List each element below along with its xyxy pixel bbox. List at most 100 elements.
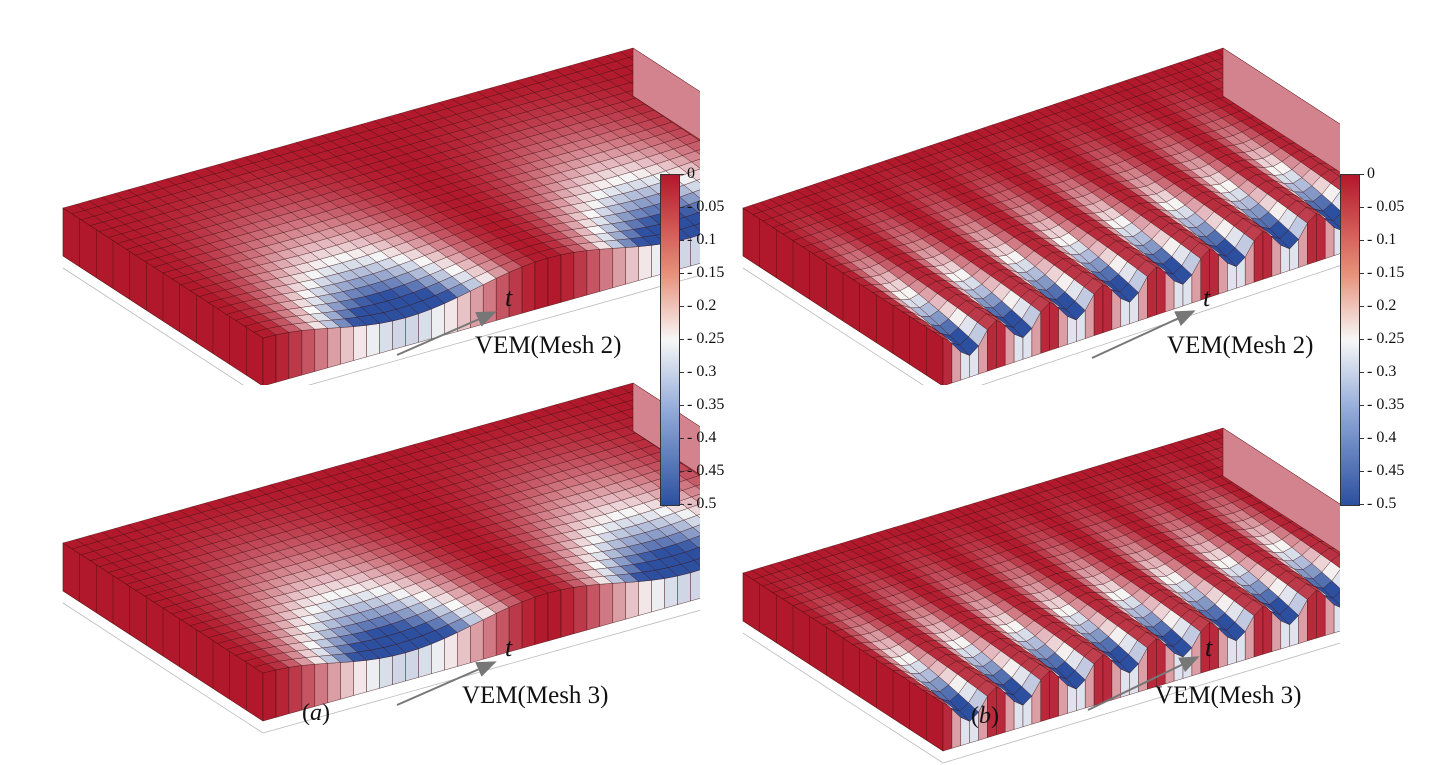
surface-plot-b-top: t VEM(Mesh 2): [700, 0, 1340, 385]
axis-line: [62, 267, 244, 385]
time-arrow: [396, 661, 497, 706]
colorbar-tick-mark: [1359, 438, 1364, 439]
surface-cell: [681, 560, 700, 573]
colorbar-tick-mark: [679, 438, 684, 439]
subfigure-label-a: (a): [302, 700, 330, 726]
surface-plot-b-bottom: t VEM(Mesh 3): [700, 380, 1340, 765]
colorbar-tick-mark: [1359, 504, 1364, 505]
colorbar-tick-label: - 0.1: [687, 231, 717, 248]
colorbar-tick-label: - 0.25: [687, 330, 725, 347]
axis-line: [307, 274, 700, 385]
colorbar-b: 0 - 0.05 - 0.1 - 0.15 - 0.2 - 0.25 - 0.3 - 0.35…: [1340, 165, 1420, 512]
time-axis-label: t: [505, 633, 513, 662]
surface-cell: [681, 225, 700, 238]
colorbar-a: 0 - 0.05 - 0.1 - 0.15 - 0.2 - 0.25 - 0.3 - 0.35…: [660, 165, 740, 512]
colorbar-tick-mark: [1359, 471, 1364, 472]
surface-cell: [678, 161, 700, 174]
colorbar-tick-label: - 0.4: [687, 429, 717, 446]
surface-cell: [682, 485, 700, 498]
surface-cell: [697, 546, 700, 550]
colorbar-tick-mark: [1359, 207, 1364, 208]
surface-cell: [699, 475, 700, 477]
colorbar-tick-label: 0: [1367, 165, 1375, 182]
surface-cell: [697, 211, 700, 215]
surface-cell: [695, 484, 700, 490]
surface-cell: [696, 514, 700, 519]
surface-cell: [691, 493, 700, 504]
colorbar-tick-mark: [1359, 372, 1364, 373]
right-side-wall: [632, 47, 700, 140]
surface-cell: [692, 524, 700, 534]
colorbar-tick-mark: [1359, 306, 1364, 307]
time-arrow: [396, 311, 497, 356]
panel-title: VEM(Mesh 2): [475, 332, 622, 359]
surface-cell: [694, 223, 700, 231]
time-axis-label: t: [1205, 633, 1213, 662]
colorbar-gradient: [660, 174, 680, 506]
surface-cell: [694, 558, 700, 566]
colorbar-tick-mark: [679, 306, 684, 307]
colorbar-tick-label: - 0.25: [1367, 330, 1405, 347]
surface-cell: [683, 180, 700, 193]
surface-cell: [691, 158, 700, 169]
colorbar-tick-label: - 0.45: [1367, 462, 1405, 479]
colorbar-tick-mark: [1359, 174, 1364, 175]
colorbar-tick-label: - 0.35: [687, 396, 725, 413]
colorbar-tick-label: - 0.45: [687, 462, 725, 479]
colorbar-tick-mark: [1359, 405, 1364, 406]
colorbar-tick-label: - 0.05: [687, 198, 725, 215]
panel-title: VEM(Mesh 3): [1155, 682, 1302, 709]
surface-cell: [699, 140, 700, 142]
colorbar-tick-label: - 0.3: [1367, 363, 1397, 380]
panel-title: VEM(Mesh 2): [1167, 332, 1314, 359]
surface-plot-a-bottom: t VEM(Mesh 3): [0, 380, 700, 765]
colorbar-tick-label: - 0.35: [1367, 396, 1405, 413]
subfigure-label-b: (b): [971, 703, 999, 729]
surface-cell: [686, 140, 700, 152]
colorbar-gradient: [1340, 174, 1360, 506]
axis-line: [62, 602, 264, 734]
colorbar-tick-mark: [679, 504, 684, 505]
colorbar-tick-mark: [1359, 240, 1364, 241]
panel-title: VEM(Mesh 3): [462, 682, 609, 709]
surface-cell: [688, 200, 700, 213]
colorbar-tick-mark: [679, 372, 684, 373]
surface-cell: [684, 547, 700, 561]
colorbar-tick-label: - 0.1: [1367, 231, 1397, 248]
front-wall-cell: [1333, 227, 1340, 256]
colorbar-tick-mark: [679, 240, 684, 241]
colorbar-tick-label: - 0.5: [1367, 495, 1397, 512]
colorbar-tick-mark: [679, 174, 684, 175]
colorbar-tick-label: - 0.4: [1367, 429, 1397, 446]
surface-cell: [687, 503, 700, 516]
colorbar-tick-label: 0: [687, 165, 695, 182]
surface-mesh: [62, 382, 700, 734]
surface-cell: [683, 515, 700, 528]
axis-line: [262, 609, 700, 734]
colorbar-tick-mark: [679, 273, 684, 274]
colorbar-tick-mark: [1359, 339, 1364, 340]
surface-cell: [679, 192, 700, 205]
colorbar-tick-mark: [1359, 273, 1364, 274]
surface-cell: [686, 475, 700, 487]
colorbar-tick-mark: [679, 339, 684, 340]
colorbar-tick-mark: [679, 405, 684, 406]
colorbar-tick-label: - 0.05: [1367, 198, 1405, 215]
colorbar-tick-label: - 0.2: [1367, 297, 1397, 314]
time-axis-label: t: [505, 283, 513, 312]
colorbar-tick-mark: [679, 471, 684, 472]
time-arrow: [1091, 310, 1196, 359]
surface-cell: [682, 150, 700, 163]
surface-mesh: [742, 47, 1340, 385]
colorbar-tick-label: - 0.3: [687, 363, 717, 380]
surface-cell: [688, 535, 700, 548]
surface-plot-a-top: t VEM(Mesh 2): [0, 0, 700, 385]
surface-cell: [692, 189, 700, 199]
colorbar-tick-label: - 0.15: [687, 264, 725, 281]
surface-cell: [687, 168, 700, 181]
colorbar-tick-label: - 0.5: [687, 495, 717, 512]
surface-cell: [696, 179, 700, 184]
surface-mesh: [62, 47, 700, 385]
surface-cell: [678, 496, 700, 509]
colorbar-tick-label: - 0.2: [687, 297, 717, 314]
